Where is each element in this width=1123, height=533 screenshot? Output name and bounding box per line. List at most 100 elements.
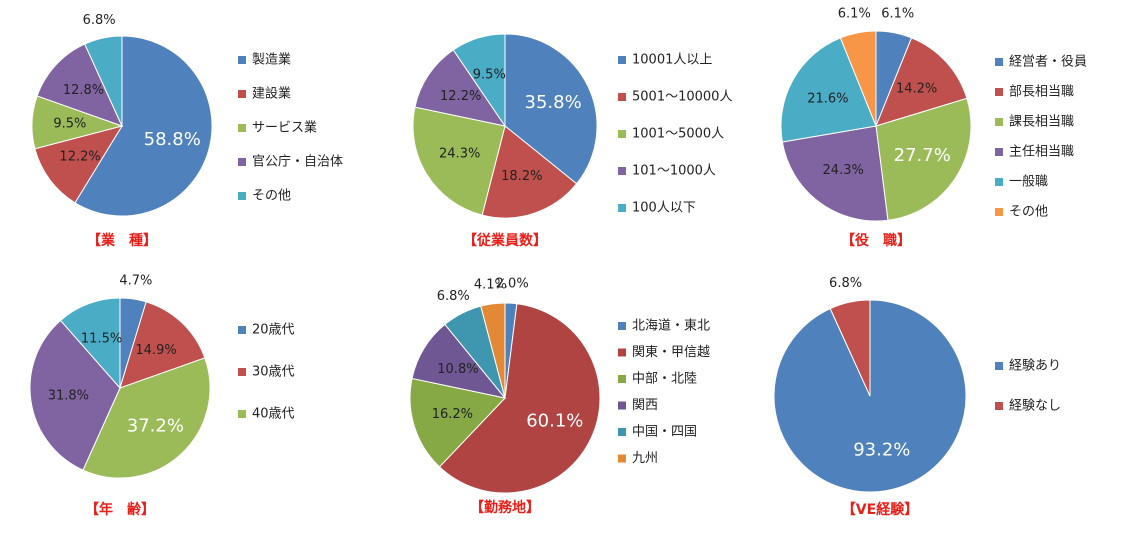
legend-swatch — [618, 204, 626, 212]
legend-label: 101～1000人 — [632, 164, 716, 179]
legend-swatch — [618, 167, 626, 175]
legend-label: 10001人以上 — [632, 53, 712, 68]
data-label: 6.1% — [881, 7, 914, 22]
legend-swatch — [238, 192, 246, 200]
legend-label: 1001～5000人 — [632, 127, 724, 142]
data-label: 6.8% — [437, 289, 470, 304]
chart-title: 【業 種】 — [87, 232, 157, 249]
pie-slice — [84, 35, 123, 127]
data-label: 14.2% — [896, 81, 937, 96]
data-label: 14.9% — [135, 343, 176, 358]
data-label: 12.2% — [440, 89, 481, 104]
pie-slice — [452, 33, 506, 128]
legend-swatch — [995, 58, 1003, 66]
data-label: 93.2% — [853, 439, 910, 460]
data-label: 6.1% — [838, 7, 871, 22]
legend-swatch — [995, 88, 1003, 96]
legend-label: 九州 — [632, 451, 658, 466]
legend-swatch — [995, 362, 1003, 370]
legend-label: その他 — [1009, 205, 1048, 220]
legend-label: 部長相当職 — [1009, 85, 1074, 100]
legend-label: 関西 — [632, 398, 658, 413]
legend-label: 官公庁・自治体 — [252, 154, 343, 170]
legend-label: 関東・甲信越 — [632, 344, 710, 360]
legend-label: 経験あり — [1009, 359, 1061, 374]
data-label: 12.2% — [59, 150, 100, 165]
data-label: 9.5% — [473, 67, 506, 82]
legend-label: 主任相当職 — [1009, 145, 1074, 160]
legend-swatch — [618, 401, 626, 410]
chart-title: 【VE経験】 — [842, 501, 918, 518]
legend-swatch — [238, 368, 246, 376]
pie-slice — [875, 37, 968, 127]
legend-swatch — [238, 410, 246, 418]
data-label: 18.2% — [501, 169, 542, 184]
data-label: 10.8% — [437, 362, 478, 377]
pie-slice — [36, 43, 123, 127]
pie-slice — [414, 49, 507, 127]
data-label: 27.7% — [894, 145, 951, 166]
legend-label: 5001～10000人 — [632, 90, 732, 105]
legend-swatch — [238, 158, 246, 166]
legend-swatch — [995, 208, 1003, 216]
legend-label: 北海道・東北 — [632, 318, 710, 334]
chart-title: 【役 職】 — [841, 232, 911, 249]
legend-swatch — [238, 326, 246, 334]
legend-label: 経験なし — [1009, 399, 1061, 414]
legend-swatch — [618, 56, 626, 64]
pie-slice — [839, 30, 877, 127]
legend-swatch — [995, 402, 1003, 410]
legend-swatch — [238, 124, 246, 132]
pie-slice — [481, 125, 578, 219]
pie-slice — [29, 319, 121, 471]
legend-label: 100人以下 — [632, 201, 696, 216]
legend-swatch — [618, 93, 626, 101]
legend-swatch — [238, 90, 246, 98]
legend-label: 課長相当職 — [1009, 114, 1074, 130]
pie-slice — [504, 33, 598, 185]
legend-swatch — [618, 454, 626, 463]
data-label: 2.0% — [496, 277, 529, 292]
legend-swatch — [618, 375, 626, 383]
legend-label: 経営者・役員 — [1009, 55, 1087, 70]
data-label: 24.3% — [823, 163, 864, 178]
pie-slice — [412, 106, 506, 216]
legend-label: 中国・四国 — [632, 425, 697, 440]
data-label: 4.1% — [474, 277, 507, 292]
pie-slice — [438, 303, 601, 494]
legend-swatch — [618, 322, 626, 330]
legend-label: 20歳代 — [252, 323, 295, 338]
data-label: 12.8% — [63, 83, 104, 98]
legend-label: 30歳代 — [252, 365, 295, 380]
pie-slice — [829, 299, 871, 397]
data-label: 31.8% — [48, 388, 89, 403]
data-label: 60.1% — [526, 411, 583, 432]
legend-label: 製造業 — [252, 52, 291, 68]
pie-slice — [59, 297, 121, 390]
chart-title: 【年 齢】 — [85, 501, 155, 518]
pie-slice — [82, 357, 211, 479]
data-label: 4.7% — [119, 274, 152, 289]
data-label: 11.5% — [81, 332, 122, 347]
data-label: 6.8% — [83, 13, 116, 28]
pie-slice — [119, 301, 206, 389]
legend-swatch — [618, 428, 626, 436]
legend-label: 建設業 — [252, 86, 291, 102]
data-label: 21.6% — [807, 92, 848, 107]
data-label: 37.2% — [127, 415, 184, 436]
pie-slice — [34, 125, 124, 204]
pie-slice — [875, 97, 972, 221]
legend-swatch — [618, 348, 626, 357]
pie-slice — [74, 35, 213, 217]
chart-title: 【勤務地】 — [470, 499, 540, 516]
legend-swatch — [618, 130, 626, 138]
legend-swatch — [995, 148, 1003, 156]
legend-label: 一般職 — [1009, 174, 1048, 190]
legend-label: 40歳代 — [252, 407, 295, 422]
pie-slice — [409, 377, 506, 468]
pie-slice — [480, 302, 506, 399]
data-label: 24.3% — [439, 147, 480, 162]
legend-label: その他 — [252, 189, 291, 204]
data-label: 35.8% — [525, 92, 582, 113]
